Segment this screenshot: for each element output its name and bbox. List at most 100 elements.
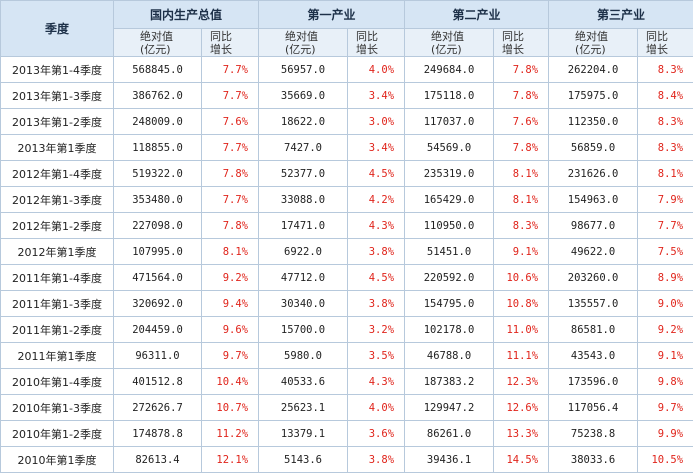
primary-value-cell: 56957.0 <box>258 56 349 83</box>
table-row: 2010年第1-2季度 174878.8 11.2% 13379.1 3.6% … <box>0 420 693 447</box>
primary-value-cell: 25623.1 <box>258 394 349 421</box>
secondary-value-cell: 51451.0 <box>404 238 495 265</box>
primary-growth-cell: 4.0% <box>347 56 406 83</box>
secondary-growth-cell: 8.3% <box>493 212 550 239</box>
table-row: 2010年第1季度 82613.4 12.1% 5143.6 3.8% 3943… <box>0 446 693 473</box>
table-row: 2013年第1季度 118855.0 7.7% 7427.0 3.4% 5456… <box>0 134 693 161</box>
tertiary-growth-cell: 9.0% <box>637 290 693 317</box>
table-body: 2013年第1-4季度 568845.0 7.7% 56957.0 4.0% 2… <box>0 56 693 473</box>
primary-value-cell: 35669.0 <box>258 82 349 109</box>
tertiary-value-cell: 86581.0 <box>548 316 639 343</box>
primary-value-cell: 47712.0 <box>258 264 349 291</box>
gdp-value-cell: 471564.0 <box>113 264 202 291</box>
secondary-growth-cell: 12.6% <box>493 394 550 421</box>
primary-value-cell: 5980.0 <box>258 342 349 369</box>
table-row: 2010年第1-3季度 272626.7 10.7% 25623.1 4.0% … <box>0 394 693 421</box>
tertiary-value-cell: 175975.0 <box>548 82 639 109</box>
tertiary-value-cell: 98677.0 <box>548 212 639 239</box>
tertiary-value-cell: 154963.0 <box>548 186 639 213</box>
secondary-growth-cell: 7.8% <box>493 134 550 161</box>
gdp-growth-header: 同比 增长 <box>200 28 260 57</box>
primary-growth-cell: 3.8% <box>347 290 406 317</box>
gdp-value-cell: 568845.0 <box>113 56 202 83</box>
secondary-value-cell: 220592.0 <box>404 264 495 291</box>
table-row: 2013年第1-3季度 386762.0 7.7% 35669.0 3.4% 1… <box>0 82 693 109</box>
secondary-growth-cell: 10.6% <box>493 264 550 291</box>
tertiary-value-cell: 117056.4 <box>548 394 639 421</box>
gdp-value-cell: 227098.0 <box>113 212 202 239</box>
secondary-growth-cell: 8.1% <box>493 160 550 187</box>
tertiary-growth-cell: 7.9% <box>637 186 693 213</box>
table-row: 2011年第1-2季度 204459.0 9.6% 15700.0 3.2% 1… <box>0 316 693 343</box>
secondary-growth-cell: 8.1% <box>493 186 550 213</box>
tertiary-growth-header: 同比 增长 <box>637 28 693 57</box>
secondary-growth-cell: 7.6% <box>493 108 550 135</box>
tertiary-value-cell: 262204.0 <box>548 56 639 83</box>
secondary-value-cell: 235319.0 <box>404 160 495 187</box>
tertiary-growth-cell: 8.3% <box>637 56 693 83</box>
tertiary-growth-cell: 8.3% <box>637 134 693 161</box>
tertiary-value-cell: 56859.0 <box>548 134 639 161</box>
secondary-growth-cell: 7.8% <box>493 56 550 83</box>
primary-growth-cell: 3.0% <box>347 108 406 135</box>
quarter-cell: 2012年第1-3季度 <box>0 186 114 213</box>
quarter-cell: 2011年第1季度 <box>0 342 114 369</box>
tertiary-absolute-header: 绝对值 (亿元) <box>548 28 639 57</box>
primary-growth-cell: 4.2% <box>347 186 406 213</box>
primary-absolute-header: 绝对值 (亿元) <box>258 28 349 57</box>
table-row: 2012年第1-4季度 519322.0 7.8% 52377.0 4.5% 2… <box>0 160 693 187</box>
quarter-cell: 2010年第1-3季度 <box>0 394 114 421</box>
tertiary-value-cell: 38033.6 <box>548 446 639 473</box>
tertiary-growth-cell: 8.3% <box>637 108 693 135</box>
primary-value-cell: 33088.0 <box>258 186 349 213</box>
gdp-value-cell: 519322.0 <box>113 160 202 187</box>
secondary-value-cell: 117037.0 <box>404 108 495 135</box>
secondary-industry-header: 第二产业 <box>404 0 550 29</box>
gdp-growth-cell: 7.7% <box>200 134 260 161</box>
table-row: 2011年第1季度 96311.0 9.7% 5980.0 3.5% 46788… <box>0 342 693 369</box>
gdp-value-cell: 353480.0 <box>113 186 202 213</box>
secondary-value-cell: 187383.2 <box>404 368 495 395</box>
tertiary-value-cell: 43543.0 <box>548 342 639 369</box>
table-row: 2013年第1-4季度 568845.0 7.7% 56957.0 4.0% 2… <box>0 56 693 83</box>
gdp-value-cell: 96311.0 <box>113 342 202 369</box>
gdp-growth-cell: 7.7% <box>200 186 260 213</box>
tertiary-value-cell: 75238.8 <box>548 420 639 447</box>
primary-growth-cell: 3.5% <box>347 342 406 369</box>
primary-value-cell: 5143.6 <box>258 446 349 473</box>
gdp-growth-cell: 9.7% <box>200 342 260 369</box>
primary-growth-cell: 3.6% <box>347 420 406 447</box>
gdp-value-cell: 320692.0 <box>113 290 202 317</box>
tertiary-growth-cell: 7.5% <box>637 238 693 265</box>
secondary-value-cell: 110950.0 <box>404 212 495 239</box>
tertiary-value-cell: 49622.0 <box>548 238 639 265</box>
primary-value-cell: 13379.1 <box>258 420 349 447</box>
gdp-value-cell: 248009.0 <box>113 108 202 135</box>
table-row: 2012年第1-3季度 353480.0 7.7% 33088.0 4.2% 1… <box>0 186 693 213</box>
tertiary-growth-cell: 8.9% <box>637 264 693 291</box>
gdp-growth-cell: 11.2% <box>200 420 260 447</box>
secondary-growth-cell: 7.8% <box>493 82 550 109</box>
secondary-value-cell: 175118.0 <box>404 82 495 109</box>
gdp-value-cell: 82613.4 <box>113 446 202 473</box>
primary-growth-cell: 3.8% <box>347 446 406 473</box>
gdp-growth-cell: 9.2% <box>200 264 260 291</box>
secondary-value-cell: 154795.0 <box>404 290 495 317</box>
primary-growth-cell: 3.4% <box>347 82 406 109</box>
quarter-cell: 2010年第1-2季度 <box>0 420 114 447</box>
gdp-growth-cell: 8.1% <box>200 238 260 265</box>
primary-value-cell: 15700.0 <box>258 316 349 343</box>
tertiary-growth-cell: 9.1% <box>637 342 693 369</box>
tertiary-value-cell: 173596.0 <box>548 368 639 395</box>
primary-value-cell: 40533.6 <box>258 368 349 395</box>
gdp-group-header: 国内生产总值 <box>112 0 260 29</box>
secondary-value-cell: 165429.0 <box>404 186 495 213</box>
gdp-value-cell: 272626.7 <box>113 394 202 421</box>
quarter-column-header: 季度 <box>0 0 114 57</box>
table-row: 2013年第1-2季度 248009.0 7.6% 18622.0 3.0% 1… <box>0 108 693 135</box>
table-row: 2010年第1-4季度 401512.8 10.4% 40533.6 4.3% … <box>0 368 693 395</box>
gdp-growth-cell: 10.4% <box>200 368 260 395</box>
secondary-value-cell: 129947.2 <box>404 394 495 421</box>
primary-growth-cell: 4.0% <box>347 394 406 421</box>
primary-value-cell: 52377.0 <box>258 160 349 187</box>
